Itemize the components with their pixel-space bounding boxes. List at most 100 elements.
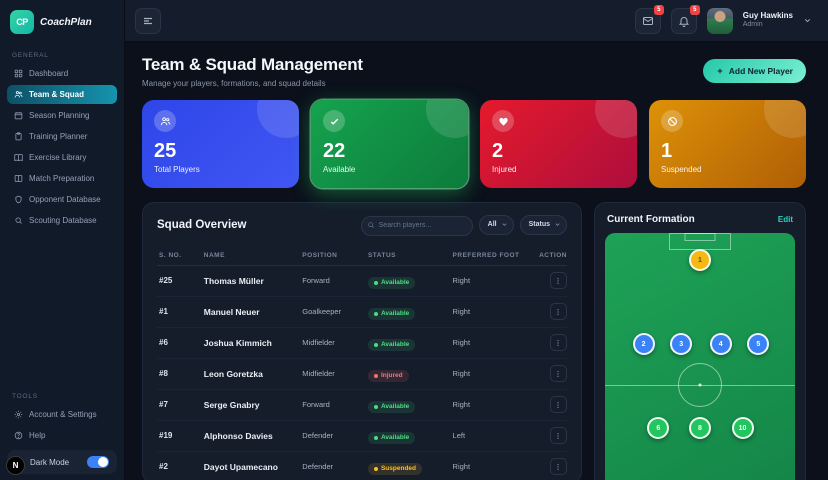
cell-jersey-number: #1 — [159, 307, 168, 316]
stat-label: Available — [323, 165, 356, 174]
avatar[interactable] — [706, 7, 733, 34]
status-badge: Available — [367, 307, 416, 320]
formation-player-10[interactable]: 10 — [731, 417, 754, 439]
table-row[interactable]: #6 Joshua Kimmich Midfielder Available R… — [157, 328, 567, 359]
column-header: ACTION — [539, 251, 567, 259]
cell-jersey-number: #25 — [159, 276, 173, 285]
nav-item-icon — [14, 69, 23, 78]
page-subtitle: Manage your players, formations, and squ… — [142, 79, 326, 88]
nav-item-icon — [14, 153, 23, 162]
sidebar-item-scouting-database[interactable]: Scouting Database — [7, 211, 117, 230]
table-row[interactable]: #1 Manuel Neuer Goalkeeper Available Rig… — [157, 297, 567, 328]
sidebar-item-opponent-database[interactable]: Opponent Database — [7, 190, 117, 209]
formation-player-1[interactable]: 1 — [689, 249, 711, 271]
chevron-down-icon — [501, 221, 508, 228]
stat-value: 2 — [492, 140, 504, 162]
table-row[interactable]: #8 Leon Goretzka Midfielder Injured Righ… — [157, 359, 567, 390]
stat-icon-chip — [154, 110, 176, 132]
cell-jersey-number: #6 — [159, 338, 168, 347]
cell-preferred-foot: Right — [452, 400, 471, 409]
squad-overview-title: Squad Overview — [157, 218, 247, 231]
sidebar-item-exercise-library[interactable]: Exercise Library — [7, 148, 117, 167]
nav-general: Dashboard Team & Squad Season Planning T… — [0, 63, 124, 231]
row-actions-button[interactable] — [549, 458, 567, 475]
sidebar-item-dashboard[interactable]: Dashboard — [7, 64, 117, 83]
edit-formation-link[interactable]: Edit — [777, 215, 793, 224]
cell-position: Midfielder — [302, 338, 335, 347]
cell-player-name: Dayot Upamecano — [203, 461, 278, 472]
stat-icon-chip — [492, 110, 514, 132]
sidebar-item-account-settings[interactable]: Account & Settings — [7, 405, 117, 424]
add-new-player-button[interactable]: Add New Player — [702, 59, 806, 83]
search-players-input[interactable] — [360, 215, 473, 236]
row-actions-button[interactable] — [549, 396, 567, 413]
cell-position: Midfielder — [302, 369, 335, 378]
nav-item-icon — [14, 195, 23, 204]
sidebar-item-training-planner[interactable]: Training Planner — [7, 127, 117, 146]
stat-value: 25 — [154, 140, 177, 162]
status-badge: Available — [367, 431, 416, 444]
dark-mode-toggle[interactable] — [87, 456, 109, 468]
formation-player-8[interactable]: 8 — [689, 417, 711, 439]
cell-preferred-foot: Right — [452, 338, 471, 347]
sidebar-collapse-button[interactable] — [135, 7, 161, 34]
nav-item-icon — [14, 90, 23, 99]
row-actions-button[interactable] — [549, 303, 567, 320]
table-row[interactable]: #25 Thomas Müller Forward Available Righ… — [157, 266, 567, 297]
stat-card[interactable]: 25 Total Players — [142, 100, 299, 188]
nav-item-label: Training Planner — [29, 132, 88, 141]
table-row[interactable]: #7 Serge Gnabry Forward Available Right — [157, 390, 567, 421]
cell-player-name: Manuel Neuer — [203, 306, 260, 317]
formation-player-5[interactable]: 5 — [747, 333, 770, 355]
formation-player-2[interactable]: 2 — [632, 333, 655, 355]
row-actions-button[interactable] — [549, 272, 567, 289]
filter-status-select[interactable]: Status — [519, 214, 567, 235]
current-formation-panel: Current Formation Edit 1 2 3 4 5 6 8 10 — [594, 202, 806, 480]
page-content: Team & Squad Management Manage your play… — [125, 42, 828, 480]
stats-row: 25 Total Players 22 Available 2 Injured … — [142, 100, 806, 188]
search-icon — [367, 221, 375, 229]
sidebar: CP CoachPlan GENERAL Dashboard Team & Sq… — [0, 0, 125, 480]
formation-player-3[interactable]: 3 — [670, 333, 693, 355]
row-actions-button[interactable] — [549, 365, 567, 382]
stat-icon-chip — [661, 110, 683, 132]
stat-card[interactable]: 22 Available — [311, 100, 468, 188]
row-actions-button[interactable] — [549, 427, 567, 444]
cell-preferred-foot: Right — [452, 369, 471, 378]
formation-player-4[interactable]: 4 — [709, 333, 732, 355]
cell-position: Goalkeeper — [302, 307, 342, 316]
chevron-down-icon — [554, 221, 561, 228]
row-actions-button[interactable] — [549, 334, 567, 351]
kebab-menu-icon — [554, 277, 562, 285]
column-header: STATUS — [367, 251, 397, 259]
kebab-menu-icon — [554, 339, 562, 347]
table-header: S. NO. NAME POSITION STATUS PREFERRED FOOT AC… — [157, 245, 567, 266]
squad-overview-panel: Squad Overview All Status — [142, 202, 582, 480]
users-icon — [160, 116, 171, 127]
formation-player-6[interactable]: 6 — [647, 417, 670, 439]
column-header: PREFERRED FOOT — [452, 251, 520, 259]
nav-item-label: Help — [29, 431, 46, 440]
nav-item-label: Season Planning — [29, 111, 90, 120]
bell-icon — [678, 15, 690, 27]
formation-pitch: 1 2 3 4 5 6 8 10 — [605, 233, 795, 480]
messages-button[interactable]: 5 — [634, 4, 664, 34]
notifications-button[interactable]: 5 — [670, 4, 700, 34]
sidebar-item-match-preparation[interactable]: Match Preparation — [7, 169, 117, 188]
sidebar-item-team-squad[interactable]: Team & Squad — [7, 85, 117, 104]
stat-card[interactable]: 2 Injured — [480, 100, 637, 188]
cell-jersey-number: #2 — [159, 462, 168, 471]
sidebar-item-help[interactable]: Help — [7, 426, 117, 445]
kebab-menu-icon — [554, 432, 562, 440]
dev-overlay-badge[interactable]: N — [6, 456, 25, 475]
sidebar-item-season-planning[interactable]: Season Planning — [7, 106, 117, 125]
chevron-down-icon[interactable] — [803, 16, 812, 25]
table-row[interactable]: #2 Dayot Upamecano Defender Suspended Ri… — [157, 452, 567, 480]
status-dot-icon — [373, 404, 378, 409]
main-area: 5 5 Guy Hawkins Admin Team & Squad Manag… — [125, 0, 828, 480]
filter-position-select[interactable]: All — [478, 214, 514, 235]
cell-player-name: Thomas Müller — [203, 275, 264, 286]
stat-card[interactable]: 1 Suspended — [649, 100, 806, 188]
table-row[interactable]: #19 Alphonso Davies Defender Available L… — [157, 421, 567, 452]
